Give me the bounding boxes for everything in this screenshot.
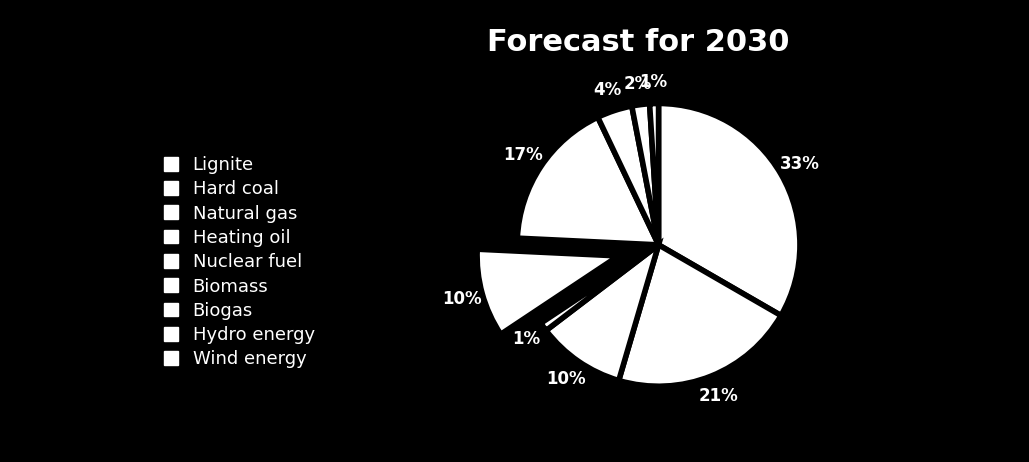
Wedge shape <box>618 245 781 386</box>
Wedge shape <box>598 106 659 245</box>
Wedge shape <box>649 103 659 245</box>
Wedge shape <box>632 104 659 245</box>
Text: 4%: 4% <box>594 81 622 99</box>
Wedge shape <box>477 249 618 334</box>
Text: Forecast for 2030: Forecast for 2030 <box>487 28 789 57</box>
Text: 33%: 33% <box>779 155 819 173</box>
Wedge shape <box>518 117 659 245</box>
Text: 10%: 10% <box>546 370 587 388</box>
Text: 1%: 1% <box>512 330 540 348</box>
Wedge shape <box>659 103 800 316</box>
Text: 17%: 17% <box>503 146 543 164</box>
Wedge shape <box>546 245 659 381</box>
Text: 2%: 2% <box>624 74 652 92</box>
Text: 1%: 1% <box>639 73 668 91</box>
Legend: Lignite, Hard coal, Natural gas, Heating oil, Nuclear fuel, Biomass, Biogas, Hyd: Lignite, Hard coal, Natural gas, Heating… <box>158 151 320 374</box>
Text: 21%: 21% <box>699 387 739 405</box>
Text: 10%: 10% <box>442 290 482 308</box>
Wedge shape <box>541 245 659 330</box>
